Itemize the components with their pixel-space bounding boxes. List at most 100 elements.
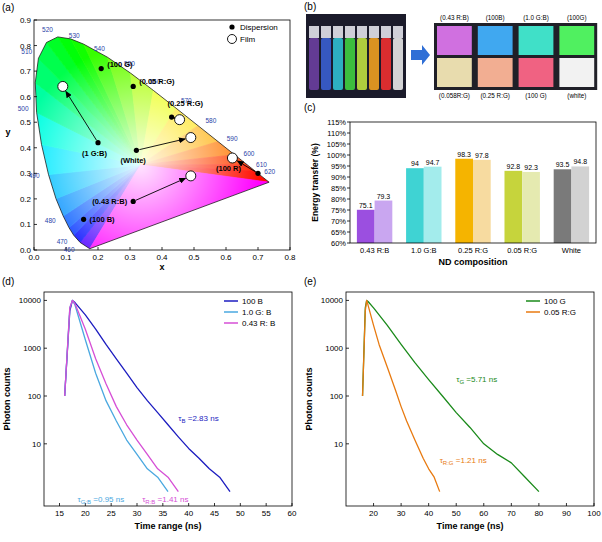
y-tick — [347, 188, 350, 189]
y-tick — [346, 396, 349, 397]
x-axis-title: Time range (ns) — [437, 521, 504, 531]
y-tick — [34, 198, 37, 199]
x-tick — [162, 247, 163, 250]
gamut — [34, 20, 290, 250]
y-tick-label: 100% — [327, 151, 347, 160]
panel-label: (e) — [304, 276, 316, 287]
y-tick — [346, 300, 349, 301]
x-tick — [292, 503, 293, 506]
x-axis-title: x — [159, 262, 164, 272]
wavelength-label: 460 — [64, 246, 75, 253]
figure: 4604704804905005105205305405505605705805… — [0, 0, 602, 542]
point — [131, 199, 136, 204]
y-tick-label: 75% — [331, 206, 346, 215]
y-tick-label: 1000 — [23, 344, 41, 353]
x-tick — [566, 503, 567, 506]
x-tick-label: White — [562, 246, 581, 255]
x-tick-label: 0.8 — [284, 253, 296, 262]
y-tick-label: 0.7 — [20, 67, 32, 76]
plot-area — [357, 159, 589, 243]
gamut-white — [34, 20, 290, 250]
y-tick-label: 0.9 — [20, 16, 32, 25]
x-tick-label: 0.05 R:G — [507, 246, 537, 255]
film-label: (0.43 R:B) — [440, 14, 469, 22]
film-label: (1.0 G:B) — [523, 14, 549, 22]
x-tick-label: 0.43 R:B — [360, 246, 389, 255]
film — [519, 58, 554, 87]
film — [559, 26, 594, 55]
vial — [309, 38, 319, 90]
x-tick-label: 0.3 — [124, 253, 136, 262]
y-tick-label: 80% — [331, 195, 346, 204]
film-label: (100G) — [567, 14, 587, 22]
x-tick-label: 0.25 R:G — [458, 246, 488, 255]
y-tick — [347, 133, 350, 134]
y-tick — [347, 221, 350, 222]
film-photo — [434, 23, 597, 90]
frame — [346, 292, 594, 506]
wavelength-label: 470 — [57, 238, 68, 245]
wavelength-label: 530 — [69, 32, 80, 39]
point — [255, 171, 260, 176]
y-tick-label: 65% — [331, 228, 346, 237]
y-tick — [34, 71, 37, 72]
y-axis-title: Energy transfer (%) — [310, 143, 320, 222]
panel-label: (d) — [2, 276, 14, 287]
y-tick-label: 0.8 — [20, 42, 32, 51]
annotation-text: =2.83 ns — [186, 414, 219, 423]
wavelength-label: 580 — [205, 117, 216, 124]
y-tick-label: 105% — [327, 140, 347, 149]
y-tick — [34, 173, 37, 174]
x-tick-label: 20 — [81, 509, 90, 518]
plot-area — [34, 20, 290, 250]
y-tick — [347, 199, 350, 200]
legend-swatch — [526, 300, 540, 302]
wavelength-label: 540 — [94, 45, 105, 52]
x-axis-title: Time range (ns) — [135, 521, 202, 531]
point-label: (1 G:B) — [82, 149, 108, 158]
x-tick-label: 30 — [397, 509, 406, 518]
legend-swatch — [224, 300, 238, 302]
point-label: (0.43 R:B) — [92, 197, 128, 206]
vial-cap — [357, 26, 367, 38]
vial-cap — [345, 26, 355, 38]
y-tick-label: 100 — [330, 392, 344, 401]
point — [99, 66, 104, 71]
point — [169, 115, 174, 120]
x-tick — [34, 247, 35, 250]
vial-cap — [309, 26, 319, 38]
point — [95, 140, 100, 145]
point — [175, 115, 185, 125]
y-tick-label: 0.2 — [20, 195, 32, 204]
bar — [406, 168, 424, 243]
vial-cap — [369, 26, 379, 38]
bar — [522, 172, 540, 243]
film — [559, 58, 594, 87]
shift-arrow — [136, 178, 185, 200]
data-label: 92.8 — [507, 163, 521, 170]
x-tick-label: 45 — [210, 509, 219, 518]
decay-line — [65, 300, 179, 491]
y-axis-title: Photon counts — [2, 368, 12, 431]
x-tick-label: 30 — [133, 509, 142, 518]
annotation-subscript: G:B — [81, 499, 91, 505]
point-label: (100 G) — [107, 60, 133, 69]
plot-area — [65, 300, 230, 491]
spectral-locus — [35, 37, 269, 249]
legend-label: Film — [240, 35, 255, 44]
x-tick-label: 35 — [158, 509, 167, 518]
y-tick — [34, 250, 37, 251]
panel-label: (a) — [2, 2, 14, 13]
data-label: 79.3 — [377, 193, 391, 200]
x-tick-label: 0.1 — [60, 253, 72, 262]
x-tick — [258, 247, 259, 250]
x-tick-label: 90 — [562, 509, 571, 518]
y-tick — [347, 243, 350, 244]
x-tick-label: 0.4 — [156, 253, 168, 262]
annotation: τR:B =1.41 ns — [142, 495, 188, 505]
x-tick-label: 50 — [452, 509, 461, 518]
legend-label: 1.0 G: B — [242, 308, 271, 317]
legend-swatch — [526, 311, 540, 313]
y-tick — [34, 45, 37, 46]
bar — [455, 159, 473, 243]
